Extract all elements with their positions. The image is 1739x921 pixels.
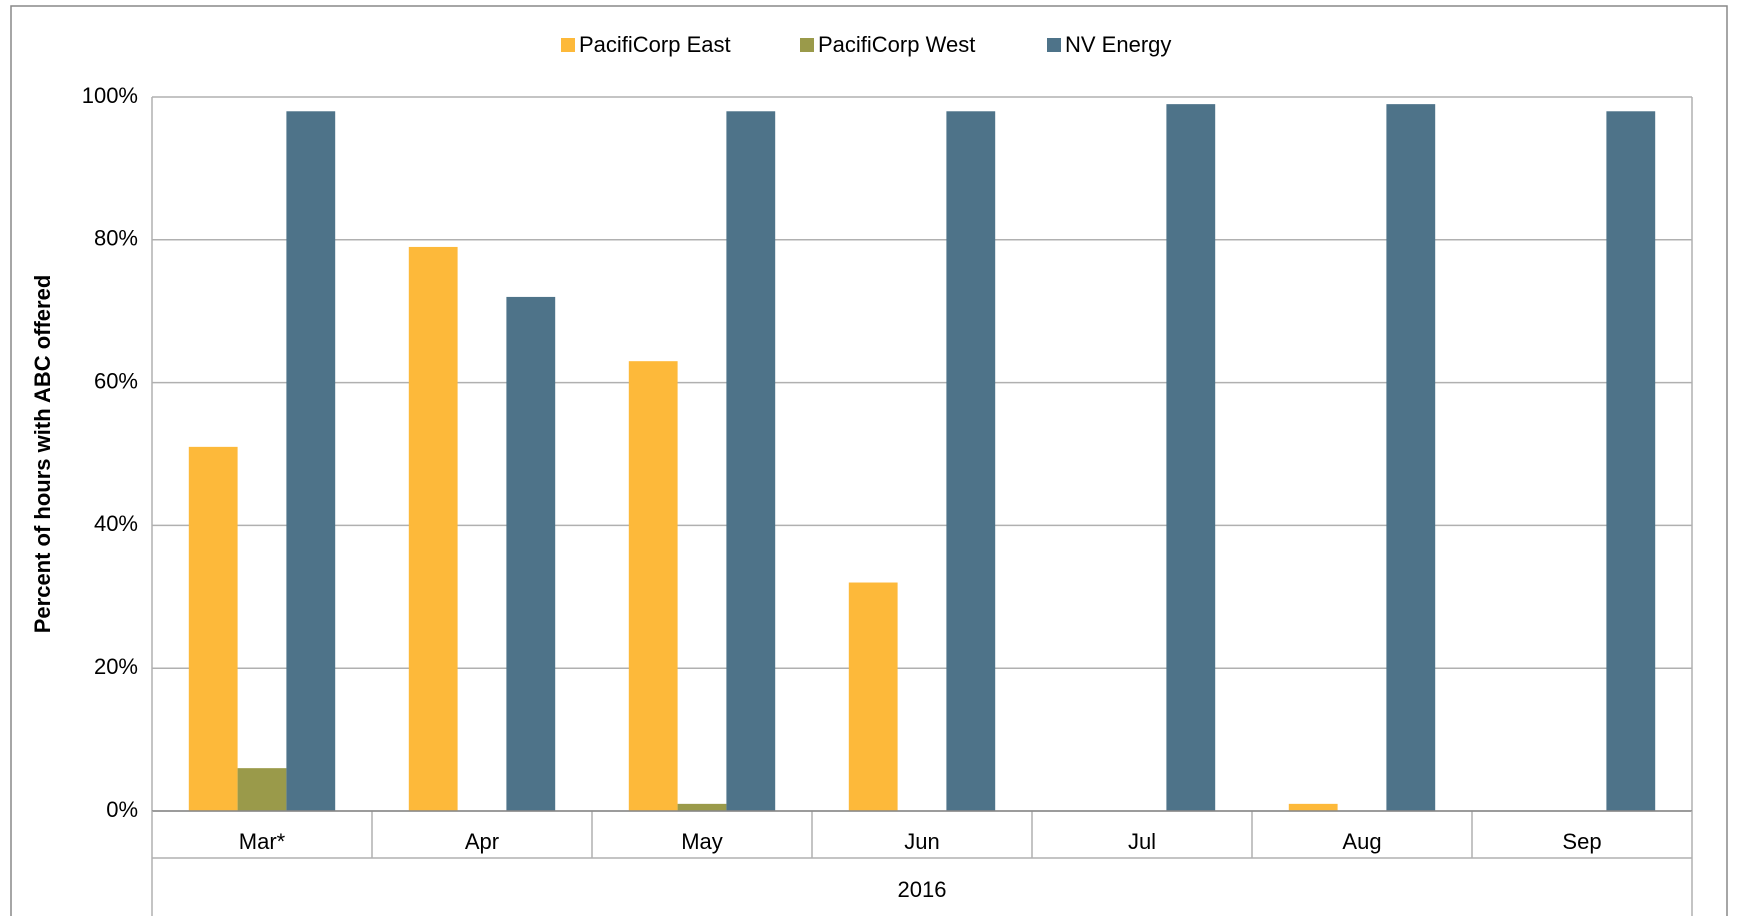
bar: [1288, 803, 1338, 811]
y-tick-label: 40%: [94, 511, 138, 536]
x-tick-label: May: [681, 829, 723, 854]
legend-swatch: [1047, 38, 1061, 52]
x-tick-label: Jul: [1128, 829, 1156, 854]
x-tick-label: Jun: [904, 829, 939, 854]
bar: [848, 582, 898, 811]
bar: [286, 111, 336, 811]
bar: [408, 246, 458, 811]
bar: [237, 768, 287, 811]
bar: [946, 111, 996, 811]
x-group-label: 2016: [898, 877, 947, 902]
bar: [1166, 104, 1216, 811]
bar: [726, 111, 776, 811]
legend-swatch: [561, 38, 575, 52]
legend-label: NV Energy: [1065, 32, 1171, 57]
legend-label: PacifiCorp West: [818, 32, 975, 57]
bar: [1606, 111, 1656, 811]
y-tick-label: 20%: [94, 654, 138, 679]
chart-border: [10, 5, 1728, 921]
bar: [188, 446, 238, 811]
bar: [1386, 104, 1436, 811]
bar: [506, 296, 556, 811]
bar: [628, 361, 678, 811]
legend-label: PacifiCorp East: [579, 32, 731, 57]
y-tick-label: 80%: [94, 226, 138, 251]
bar: [677, 803, 727, 811]
y-tick-label: 0%: [106, 797, 138, 822]
y-axis-label: Percent of hours with ABC offered: [30, 275, 55, 634]
y-tick-label: 60%: [94, 368, 138, 393]
x-tick-label: Aug: [1342, 829, 1381, 854]
legend-swatch: [800, 38, 814, 52]
x-tick-label: Sep: [1562, 829, 1601, 854]
x-tick-label: Apr: [465, 829, 499, 854]
x-tick-label: Mar*: [239, 829, 286, 854]
y-tick-label: 100%: [82, 83, 138, 108]
